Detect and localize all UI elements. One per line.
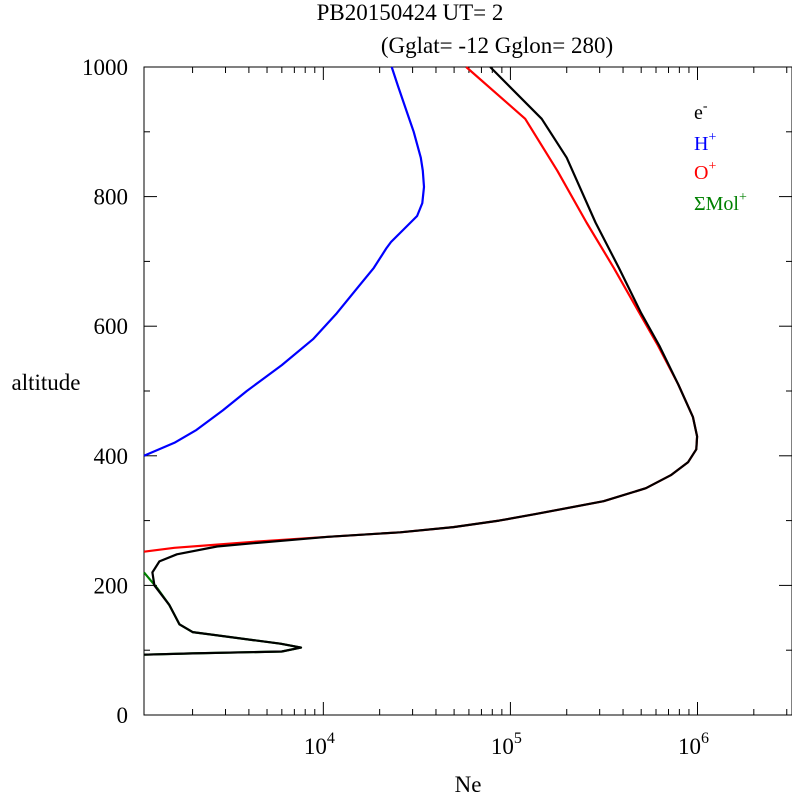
y-tick-label: 1000 xyxy=(82,55,128,80)
axis-ticks: 0 200 400 600 800 1000 104 105 106 xyxy=(82,55,792,759)
x-tick-label: 105 xyxy=(491,730,522,759)
legend-entry: O+ xyxy=(694,159,716,184)
series-line-e xyxy=(143,66,699,656)
y-tick-label: 200 xyxy=(94,573,129,598)
title-line-2: (Gglat= -12 Gglon= 280) xyxy=(381,33,613,58)
legend-entry: e- xyxy=(694,99,708,124)
legend: e- H+ O+ ΣMol+ xyxy=(694,99,747,215)
y-tick-label: 800 xyxy=(94,185,129,210)
title-line-1: PB20150424 UT= 2 xyxy=(317,0,504,25)
data-series xyxy=(143,66,699,656)
y-tick-label: 0 xyxy=(117,703,129,728)
legend-entry: H+ xyxy=(694,130,716,155)
x-axis-label: Ne xyxy=(455,772,482,796)
legend-entry: ΣMol+ xyxy=(694,190,747,215)
y-tick-label: 400 xyxy=(94,444,129,469)
y-axis-label: altitude xyxy=(12,370,81,395)
y-tick-label: 600 xyxy=(94,314,129,339)
x-tick-label: 104 xyxy=(304,730,335,759)
series-line-o xyxy=(143,66,699,553)
series-line-h xyxy=(143,66,426,457)
x-tick-label: 106 xyxy=(678,730,709,759)
